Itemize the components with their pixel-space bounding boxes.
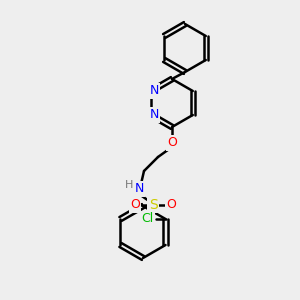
- Text: N: N: [149, 85, 159, 98]
- Text: Cl: Cl: [141, 212, 154, 226]
- Text: S: S: [148, 198, 158, 212]
- Text: N: N: [134, 182, 144, 196]
- Text: O: O: [130, 199, 140, 212]
- Text: N: N: [149, 109, 159, 122]
- Text: O: O: [166, 199, 176, 212]
- Text: H: H: [125, 180, 133, 190]
- Text: O: O: [167, 136, 177, 149]
